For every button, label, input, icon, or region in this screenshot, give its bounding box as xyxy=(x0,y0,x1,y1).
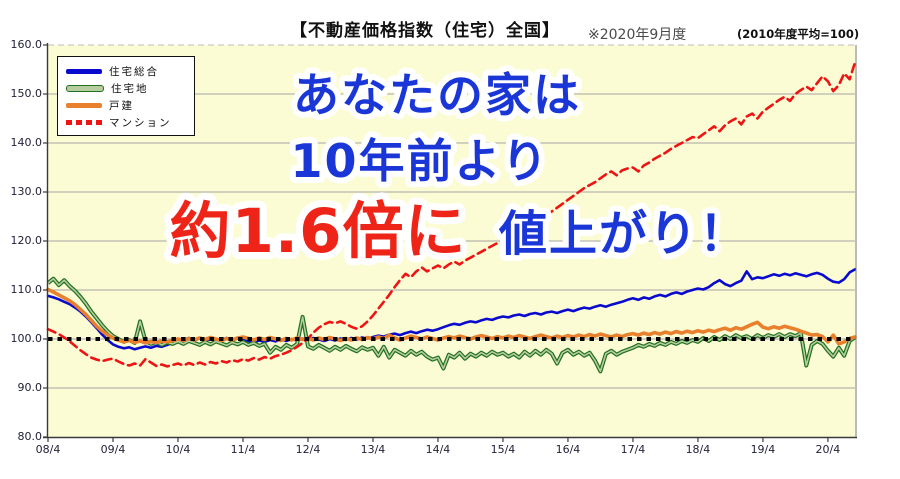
x-tick-label-12/4: 12/4 xyxy=(295,443,321,456)
legend-swatch-condominium xyxy=(66,120,102,125)
y-tick-label-120: 120.0 xyxy=(10,234,43,247)
period-note: ※2020年9月度 xyxy=(588,27,687,43)
x-tick-label-20/4: 20/4 xyxy=(815,443,841,456)
y-tick-label-150: 150.0 xyxy=(10,87,43,100)
series-line-condominium xyxy=(46,61,857,368)
x-tick-label-09/4: 09/4 xyxy=(100,443,126,456)
x-tick-label-14/4: 14/4 xyxy=(425,443,451,456)
series-line-residential-land-center xyxy=(47,277,856,373)
legend-swatch-residential-land xyxy=(66,85,104,92)
legend-swatch-detached-house xyxy=(66,103,102,108)
legend-item-detached-house: 戸建 xyxy=(66,97,188,114)
legend-label-detached-house: 戸建 xyxy=(109,100,134,112)
legend-swatch-housing-total xyxy=(66,69,102,74)
legend-label-residential-land: 住宅地 xyxy=(111,83,149,95)
x-tick-label-16/4: 16/4 xyxy=(555,443,581,456)
x-tick-label-18/4: 18/4 xyxy=(685,443,711,456)
overlay-line3-red: 約1.6倍に xyxy=(169,196,466,267)
overlay-line1: あなたの家は xyxy=(293,68,581,122)
legend-label-condominium: マンション xyxy=(109,117,172,129)
overlay-line2: 10年前より xyxy=(290,134,549,188)
y-tick-label-90: 90.0 xyxy=(17,381,43,394)
x-tick-label-11/4: 11/4 xyxy=(230,443,256,456)
y-tick-label-130: 130.0 xyxy=(10,185,43,198)
legend-item-condominium: マンション xyxy=(66,114,188,131)
legend-item-housing-total: 住宅総合 xyxy=(66,63,188,80)
base-note: (2010年度平均=100) xyxy=(737,27,860,41)
x-tick-label-10/4: 10/4 xyxy=(165,443,191,456)
legend-label-housing-total: 住宅総合 xyxy=(109,66,159,78)
y-tick-label-110: 110.0 xyxy=(10,283,43,296)
legend-item-residential-land: 住宅地 xyxy=(66,80,188,97)
chart-legend: 住宅総合住宅地戸建マンション xyxy=(57,56,195,136)
x-tick-label-13/4: 13/4 xyxy=(360,443,386,456)
y-tick-label-140: 140.0 xyxy=(10,136,43,149)
x-tick-label-15/4: 15/4 xyxy=(490,443,516,456)
overlay-line3-blue: 値上がり！ xyxy=(498,206,749,262)
x-tick-label-08/4: 08/4 xyxy=(35,443,61,456)
x-tick-label-19/4: 19/4 xyxy=(750,443,776,456)
x-tick-label-17/4: 17/4 xyxy=(620,443,646,456)
y-tick-label-160: 160.0 xyxy=(10,38,43,51)
y-tick-label-80: 80.0 xyxy=(17,430,43,443)
y-tick-label-100: 100.0 xyxy=(10,332,43,345)
chart-title: 【不動産価格指数（住宅）全国】 xyxy=(290,21,560,41)
